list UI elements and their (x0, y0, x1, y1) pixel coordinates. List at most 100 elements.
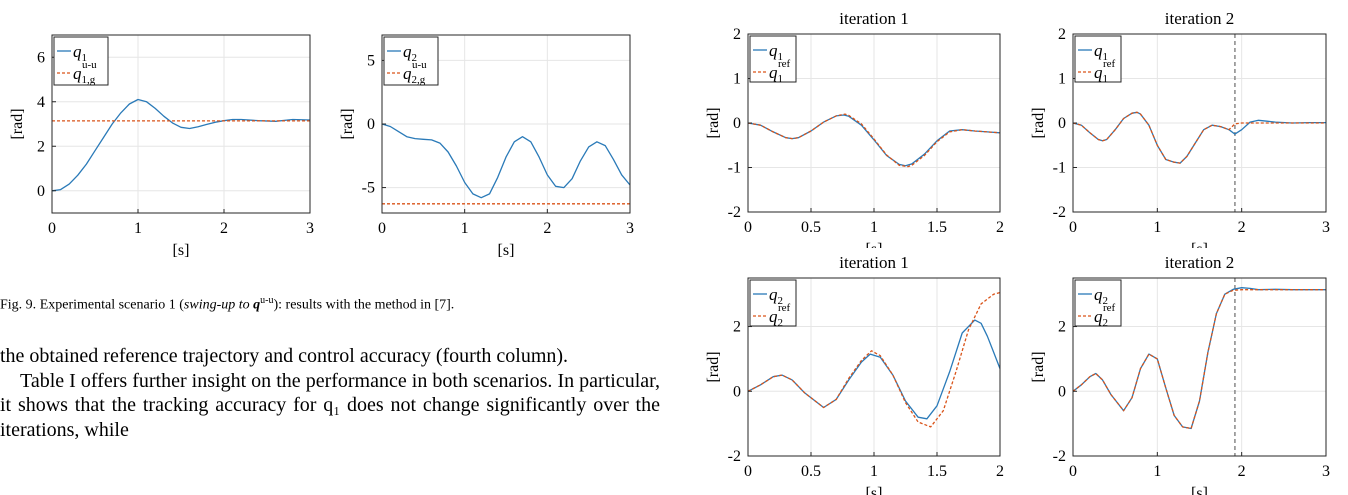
x-tick-label: 1 (870, 463, 878, 480)
axes-box (1072, 277, 1327, 457)
legend-superscript: ref (1103, 302, 1116, 314)
x-tick-label: 0 (48, 220, 56, 237)
y-tick-label: 2 (1058, 319, 1066, 336)
x-axis-label: [s] (1191, 485, 1208, 495)
paragraph-2: Table I offers further insight on the pe… (0, 369, 660, 441)
x-tick-label: 2 (543, 220, 551, 237)
series-line-q2 (381, 123, 631, 199)
x-axis-label: [s] (866, 241, 883, 248)
series-line-q1 (51, 98, 311, 192)
x-tick-label: 2 (996, 219, 1004, 236)
chart-title: iteration 2 (1165, 9, 1234, 28)
legend-superscript: ref (778, 58, 791, 70)
y-tick-label: 2 (1058, 26, 1066, 43)
x-tick-label: 3 (1322, 463, 1330, 480)
y-axis-label: [rad] (1030, 351, 1047, 382)
x-tick-label: 2 (996, 463, 1004, 480)
y-tick-label: -2 (728, 204, 741, 221)
body-text: the obtained reference trajectory and co… (0, 344, 660, 442)
legend-box (1074, 279, 1122, 327)
y-tick-label: 4 (37, 94, 45, 111)
y-axis-label: [rad] (705, 351, 722, 382)
y-tick-label: 1 (1058, 71, 1066, 88)
y-tick-label: 0 (37, 183, 45, 200)
x-axis-label: [s] (498, 242, 515, 259)
y-tick-label: 1 (733, 71, 741, 88)
x-tick-label: 1 (134, 220, 142, 237)
y-axis-label: [rad] (9, 108, 26, 139)
y-tick-label: -5 (362, 180, 375, 197)
caption-sup: u-u (260, 295, 274, 306)
x-tick-label: 0 (378, 220, 386, 237)
y-tick-label: -1 (728, 160, 741, 177)
x-tick-label: 2 (220, 220, 228, 237)
x-axis-label: [s] (866, 485, 883, 495)
legend-superscript: u-u (412, 59, 427, 71)
x-tick-label: 0 (744, 219, 752, 236)
axes-box (51, 34, 311, 214)
x-tick-label: 0 (744, 463, 752, 480)
y-tick-label: 0 (367, 116, 375, 133)
caption-math: q (253, 297, 261, 313)
caption-italic: swing-up to (183, 297, 250, 313)
legend-superscript: ref (778, 302, 791, 314)
x-tick-label: 1 (461, 220, 469, 237)
series-line-q2ref (1072, 289, 1326, 430)
legend-superscript: ref (1103, 58, 1116, 70)
y-tick-label: 0 (1058, 115, 1066, 132)
series-line-q2ref (747, 291, 1001, 428)
x-tick-label: 2 (1238, 219, 1246, 236)
legend-box (749, 35, 797, 83)
x-tick-label: 1 (870, 219, 878, 236)
paragraph-1: the obtained reference trajectory and co… (0, 345, 569, 367)
legend-box (53, 36, 109, 86)
y-axis-label: [rad] (705, 107, 722, 138)
x-tick-label: 1.5 (927, 463, 947, 480)
chart-title: iteration 1 (839, 9, 908, 28)
chart-title: iteration 1 (839, 253, 908, 272)
legend-superscript: u-u (82, 59, 97, 71)
series-line-q1ref (747, 113, 1001, 168)
figure-caption: Fig. 9. Experimental scenario 1 (swing-u… (0, 292, 660, 314)
x-tick-label: 0 (1069, 463, 1077, 480)
x-tick-label: 1.5 (927, 219, 947, 236)
y-tick-label: 0 (1058, 383, 1066, 400)
x-tick-label: 1 (1153, 219, 1161, 236)
x-axis-label: [s] (1191, 241, 1208, 248)
x-tick-label: 0 (1069, 219, 1077, 236)
y-tick-label: 2 (733, 26, 741, 43)
caption-pre: Experimental scenario 1 ( (39, 297, 184, 313)
x-tick-label: 3 (1322, 219, 1330, 236)
chart-title: iteration 2 (1165, 253, 1234, 272)
series-line-q1 (1072, 111, 1326, 164)
y-tick-label: 6 (37, 49, 45, 66)
x-tick-label: 2 (1238, 463, 1246, 480)
y-axis-label: [rad] (1030, 107, 1047, 138)
y-tick-label: 0 (733, 115, 741, 132)
y-tick-label: 2 (37, 138, 45, 155)
y-tick-label: -2 (1053, 448, 1066, 465)
x-tick-label: 0.5 (801, 463, 821, 480)
x-axis-label: [s] (173, 242, 190, 259)
y-tick-label: 0 (733, 383, 741, 400)
y-tick-label: 5 (367, 52, 375, 69)
y-tick-label: -2 (728, 448, 741, 465)
legend-box (749, 279, 797, 327)
y-tick-label: -1 (1053, 160, 1066, 177)
x-tick-label: 3 (306, 220, 314, 237)
caption-post: ): results with the method in [7]. (273, 297, 455, 313)
y-tick-label: 2 (733, 319, 741, 336)
x-tick-label: 1 (1153, 463, 1161, 480)
legend-box (383, 36, 439, 86)
series-line-q1ref (1072, 111, 1326, 164)
y-axis-label: [rad] (339, 108, 356, 139)
caption-fig-label: Fig. 9. (0, 297, 37, 313)
x-tick-label: 0.5 (801, 219, 821, 236)
y-tick-label: -2 (1053, 204, 1066, 221)
